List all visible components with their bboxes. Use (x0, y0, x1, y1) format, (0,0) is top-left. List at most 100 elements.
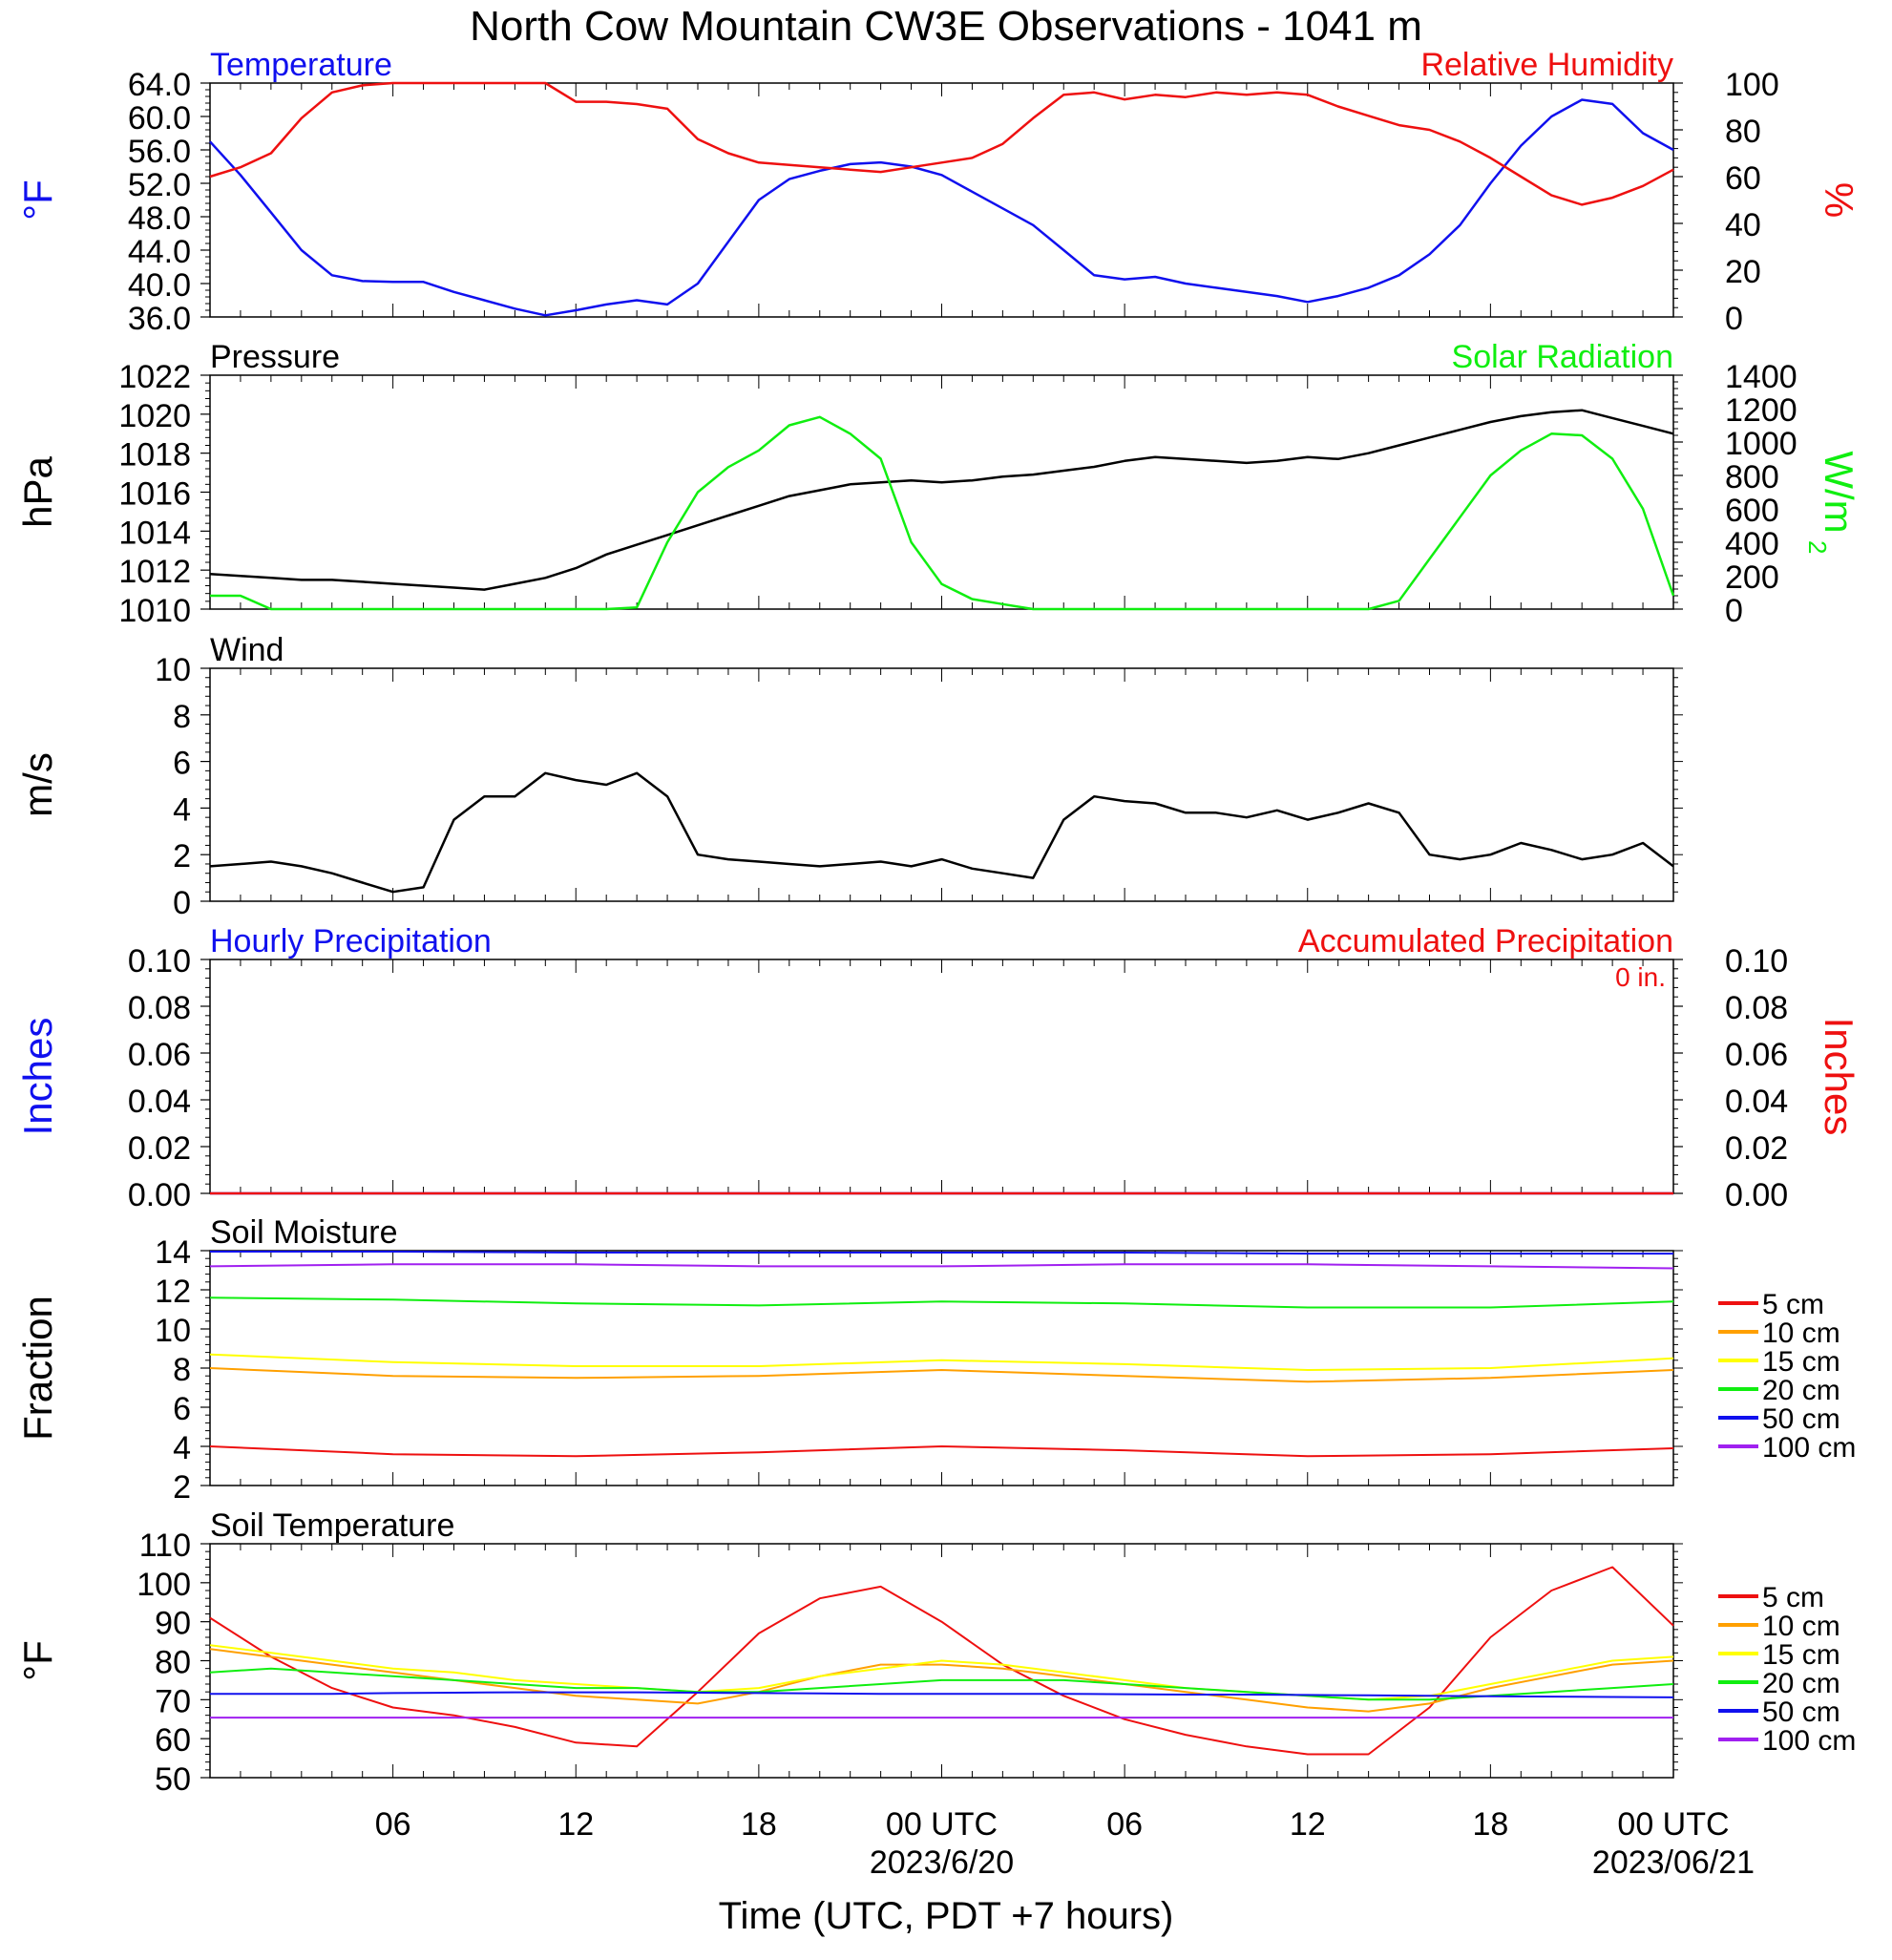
y-right-tick-label: 1200 (1725, 392, 1797, 429)
y-right-tick-label: 600 (1725, 493, 1779, 529)
legend-label: 100 cm (1762, 1432, 1856, 1464)
y-right-tick-label: 0 (1725, 593, 1743, 629)
y-right-tick-label: 0.10 (1725, 943, 1788, 980)
y-tick-label: 40.0 (128, 267, 191, 304)
y-tick-label: 14 (155, 1234, 191, 1271)
legend-label: 15 cm (1762, 1639, 1840, 1671)
series-line-5-cm (209, 1445, 1674, 1458)
y-tick-label: 0 (173, 885, 191, 921)
panels: 64.060.056.052.048.044.040.036.010080604… (15, 47, 1861, 1881)
legend-label: 100 cm (1762, 1725, 1856, 1757)
panel-title-right: Relative Humidity (1420, 47, 1673, 83)
panel-title-right: Solar Radiation (1452, 339, 1673, 375)
y-tick-label: 8 (173, 1352, 191, 1388)
y-right-tick-label: 0.00 (1725, 1177, 1788, 1213)
x-tick-label: 00 UTC (1617, 1806, 1729, 1843)
y-axis-label-right: Inches (1817, 1018, 1861, 1136)
y-axis-label-left: Fraction (15, 1296, 60, 1441)
panel-title-right: Accumulated Precipitation (1298, 923, 1673, 959)
y-tick-label: 4 (173, 791, 191, 828)
series-line-solar-radiation (210, 415, 1675, 611)
y-right-tick-label: 0.06 (1725, 1037, 1788, 1073)
y-tick-label: 100 (137, 1567, 191, 1603)
series-line-20-cm (209, 1296, 1674, 1309)
series-line-20-cm (209, 1667, 1674, 1701)
y-right-tick-label: 1000 (1725, 426, 1797, 462)
y-axis-label-left: m/s (15, 752, 60, 817)
y-tick-label: 110 (139, 1528, 191, 1564)
panel-title-left: Soil Moisture (210, 1214, 398, 1251)
y-tick-label: 10 (155, 1313, 191, 1349)
legend-label: 20 cm (1762, 1668, 1840, 1699)
x-tick-label: 06 (375, 1806, 411, 1843)
x-tick-label: 12 (557, 1806, 594, 1843)
y-right-tick-label: 0 (1725, 301, 1743, 337)
y-tick-label: 2 (173, 1469, 191, 1506)
y-right-tick-label: 0.02 (1725, 1130, 1788, 1167)
y-tick-label: 1016 (118, 476, 191, 513)
series-line-50-cm (210, 1691, 1674, 1698)
series-line-temperature (209, 98, 1674, 317)
y-tick-label: 10 (155, 652, 191, 688)
series-line-5-cm (209, 1566, 1674, 1756)
y-tick-label: 8 (173, 699, 191, 735)
legend-label: 15 cm (1762, 1346, 1840, 1378)
y-tick-label: 80 (155, 1645, 191, 1681)
y-right-tick-label: 400 (1725, 526, 1779, 562)
series-line-15-cm (209, 1644, 1674, 1701)
y-axis-label-left: hPa (15, 455, 60, 527)
y-tick-label: 0.08 (128, 990, 191, 1026)
y-axis-label-left: °F (15, 1640, 60, 1680)
panel-0: 64.060.056.052.048.044.040.036.0 100 80 60 4… (15, 47, 1861, 337)
series-line-relative-humidity (209, 81, 1674, 206)
x-date-label: 2023/06/21 (1592, 1844, 1755, 1881)
x-date-label: 2023/6/20 (870, 1844, 1014, 1881)
y-tick-label: 1014 (118, 515, 191, 551)
y-tick-label: 0.04 (128, 1084, 191, 1120)
x-axis-label: Time (UTC, PDT +7 hours) (719, 1895, 1174, 1937)
panel-title-left: Soil Temperature (210, 1507, 454, 1544)
y-tick-label: 90 (155, 1606, 191, 1642)
y-tick-label: 1022 (118, 359, 191, 395)
superscript-two: 2 (1803, 540, 1832, 554)
series-line-15-cm (209, 1353, 1674, 1371)
x-tick-label: 18 (1472, 1806, 1508, 1843)
y-right-tick-label: 80 (1725, 114, 1761, 150)
x-tick-label: 18 (741, 1806, 777, 1843)
legend-label: 50 cm (1762, 1697, 1840, 1728)
legend-label: 20 cm (1762, 1375, 1840, 1406)
y-tick-label: 2 (173, 838, 191, 875)
y-tick-label: 0.06 (128, 1037, 191, 1073)
accumulated-total-label: 0 in. (1615, 962, 1666, 992)
y-tick-label: 1010 (118, 593, 191, 629)
y-tick-label: 50 (155, 1761, 191, 1798)
y-right-tick-label: 0.08 (1725, 990, 1788, 1026)
legend-label: 5 cm (1762, 1289, 1824, 1320)
y-tick-label: 36.0 (128, 301, 191, 337)
panel-title-left: Pressure (210, 339, 340, 375)
plot-frame (209, 667, 1674, 902)
panel-title-left: Hourly Precipitation (210, 923, 492, 959)
x-tick-label: 12 (1290, 1806, 1326, 1843)
plot-frame (209, 374, 1674, 610)
y-tick-label: 64.0 (128, 67, 191, 103)
series-line-pressure (209, 409, 1674, 591)
y-tick-label: 6 (173, 746, 191, 782)
panel-title-left: Temperature (210, 47, 392, 83)
panel-3: 0.10 0.08 0.06 0.04 0.02 0.00 0.10 0.08 0.06 0.04… (15, 923, 1861, 1213)
y-right-tick-label: 800 (1725, 459, 1779, 495)
series-line-wind-speed (209, 771, 1674, 894)
y-tick-label: 44.0 (128, 234, 191, 270)
y-tick-label: 0.10 (128, 943, 191, 980)
y-tick-label: 1018 (118, 437, 191, 474)
y-tick-label: 56.0 (128, 134, 191, 170)
y-tick-label: 52.0 (128, 167, 191, 203)
y-right-tick-label: 60 (1725, 160, 1761, 197)
y-right-tick-label: 100 (1725, 67, 1779, 103)
series-line-50-cm (210, 1251, 1673, 1255)
y-right-tick-label: 40 (1725, 207, 1761, 243)
